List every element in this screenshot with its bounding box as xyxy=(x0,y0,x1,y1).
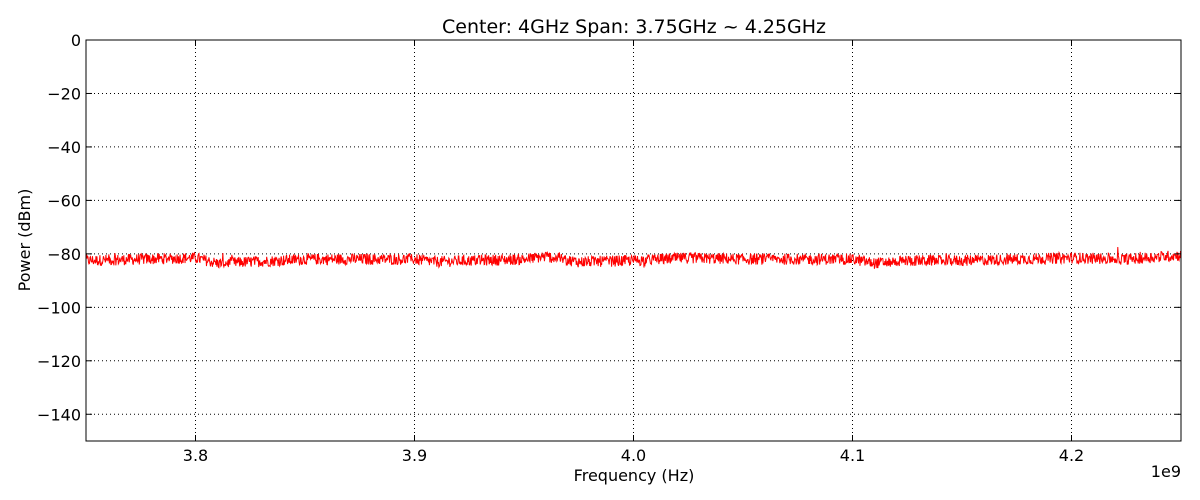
y-axis-ticks: 0 −20 −40 −60 −80 −100 −120 −140 xyxy=(37,31,1181,424)
y-tick-label: −40 xyxy=(47,138,81,157)
y-tick-label: −120 xyxy=(37,352,81,371)
plot-area xyxy=(85,247,1182,269)
y-tick-label: −100 xyxy=(37,298,81,317)
y-tick-label: −80 xyxy=(47,245,81,264)
grid xyxy=(86,39,1181,441)
x-tick-label: 3.9 xyxy=(402,446,427,465)
x-axis-ticks: 3.8 3.9 4.0 4.1 4.2 xyxy=(183,40,1084,465)
x-tick-label: 4.2 xyxy=(1059,446,1084,465)
y-tick-label: −140 xyxy=(37,405,81,424)
y-tick-label: −20 xyxy=(47,84,81,103)
y-tick-label: 0 xyxy=(71,31,81,50)
chart-title: Center: 4GHz Span: 3.75GHz ~ 4.25GHz xyxy=(442,16,826,38)
y-axis-label: Power (dBm) xyxy=(15,189,34,292)
x-tick-label: 4.0 xyxy=(621,446,646,465)
power-trace xyxy=(85,247,1182,269)
x-tick-label: 3.8 xyxy=(183,446,208,465)
y-tick-label: −60 xyxy=(47,191,81,210)
x-offset-label: 1e9 xyxy=(1151,462,1181,481)
x-tick-label: 4.1 xyxy=(840,446,865,465)
x-axis-label: Frequency (Hz) xyxy=(574,466,695,485)
